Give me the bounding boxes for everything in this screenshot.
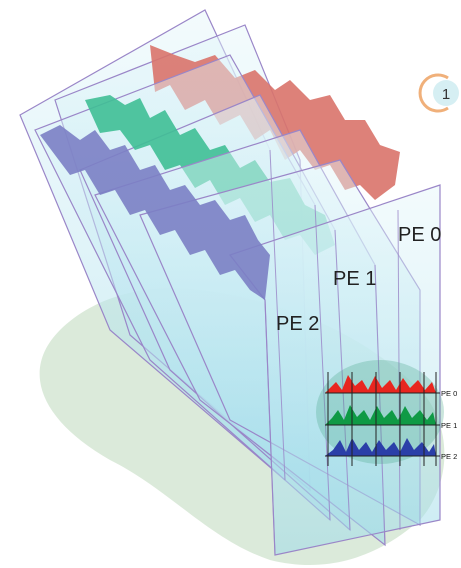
panel-label-pe2: PE 2: [276, 313, 319, 335]
step-badge-number: 1: [442, 86, 450, 103]
inset-pe2-wave: [325, 438, 436, 456]
panel-label-pe0: PE 0: [398, 224, 441, 246]
panel-divider-lines: [264, 149, 401, 556]
inset-label-pe1: PE 1: [441, 421, 457, 430]
inset-waveform-panel: PE 0 PE 1 PE 2: [316, 360, 457, 466]
pe2-signal-strip: [40, 125, 270, 300]
panel-label-pe1: PE 1: [333, 268, 376, 290]
inset-pe1-wave: [325, 405, 436, 425]
inset-label-pe2: PE 2: [441, 452, 457, 461]
inset-pe0-wave: [325, 375, 436, 393]
inset-label-pe0: PE 0: [441, 389, 457, 398]
step-badge: 1: [418, 73, 459, 113]
